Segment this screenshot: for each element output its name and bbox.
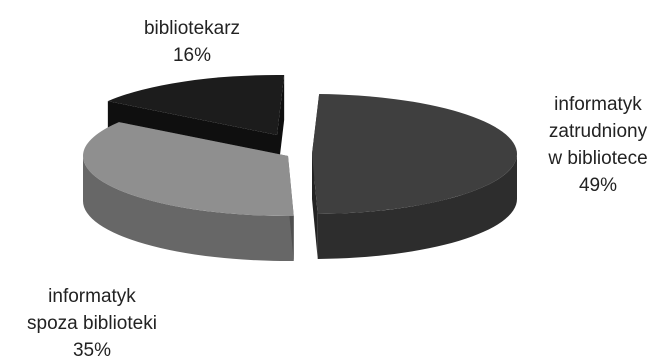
pie-slice-cut-face [277,75,285,180]
slice-category-label: bibliotekarz [144,18,240,39]
slice-value-label: 49% [579,175,617,196]
slice-category-label: zatrudniony [549,121,648,142]
pie-slice-cut-face [312,154,318,259]
slice-category-label: w bibliotece [547,148,647,169]
slice-category-label: informatyk [48,286,136,307]
slice-label-3: bibliotekarz 16% [144,18,240,66]
pie-slice-side [317,154,517,259]
pie-slice-top [82,122,294,216]
slice-value-label: 35% [73,340,111,361]
pie-slice-top [107,75,285,135]
slice-value-label: 16% [173,45,211,66]
pie-slice-top [312,94,518,214]
pie-slice-2 [82,122,294,261]
pie-slice-side [83,156,294,261]
slice-label-2: informatyk spoza biblioteki 35% [27,286,157,361]
pie-slice-1 [312,94,518,259]
slice-label-1: informatyk zatrudniony w bibliotece 49% [547,94,647,196]
pie-slices [82,75,518,261]
pie-labels: informatyk zatrudniony w bibliotece 49%info… [27,18,648,361]
slice-category-label: spoza biblioteki [27,313,157,334]
slice-category-label: informatyk [554,94,642,115]
